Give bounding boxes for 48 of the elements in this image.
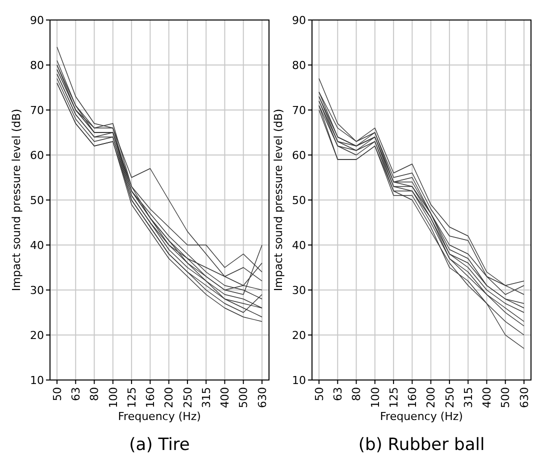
y-tick-label: 70 <box>30 104 44 117</box>
y-tick-label: 10 <box>30 374 44 387</box>
y-tick-label: 80 <box>292 58 306 72</box>
x-tick-label: 100 <box>368 387 382 408</box>
x-tick-label: 160 <box>144 387 158 408</box>
x-tick-label: 200 <box>162 387 176 408</box>
y-axis-title: Impact sound pressure level (dB) <box>10 108 23 292</box>
x-tick-label: 400 <box>218 387 232 408</box>
y-tick-label: 20 <box>30 328 44 342</box>
x-tick-label: 100 <box>106 387 120 408</box>
x-tick-label: 250 <box>443 387 456 408</box>
y-tick-label: 40 <box>30 238 44 252</box>
y-tick-label: 90 <box>30 14 44 27</box>
x-tick-label: 630 <box>256 387 269 408</box>
text: (b) Rubber ball <box>358 435 485 455</box>
x-tick-label: 63 <box>331 387 344 401</box>
y-tick-label: 40 <box>292 238 306 252</box>
text: (a) Tire <box>129 435 190 455</box>
y-axis-title: Impact sound pressure level (dB) <box>272 108 285 292</box>
x-tick-label: 160 <box>406 387 420 408</box>
x-tick-label: 500 <box>499 387 512 408</box>
y-tick-label: 10 <box>292 374 306 387</box>
x-tick-label: 63 <box>69 387 82 401</box>
x-axis-title: Frequency (Hz) <box>380 410 463 423</box>
y-tick-label: 60 <box>292 148 306 162</box>
x-tick-label: 80 <box>88 387 102 401</box>
x-tick-label: 400 <box>480 387 494 408</box>
y-tick-label: 30 <box>30 284 44 297</box>
x-tick-label: 250 <box>181 387 194 408</box>
x-tick-label: 50 <box>312 387 326 401</box>
y-tick-label: 90 <box>292 14 306 27</box>
y-tick-label: 70 <box>292 104 306 117</box>
x-tick-label: 315 <box>200 387 213 408</box>
x-tick-label: 125 <box>387 387 400 408</box>
y-tick-label: 50 <box>292 194 306 207</box>
x-tick-label: 630 <box>518 387 531 408</box>
x-tick-label: 50 <box>50 387 64 401</box>
x-tick-label: 80 <box>350 387 364 401</box>
y-tick-label: 80 <box>30 58 44 72</box>
x-tick-label: 315 <box>462 387 475 408</box>
y-tick-label: 50 <box>30 194 44 207</box>
x-tick-label: 500 <box>237 387 250 408</box>
x-tick-label: 125 <box>125 387 138 408</box>
x-axis-title: Frequency (Hz) <box>118 410 201 423</box>
y-tick-label: 30 <box>292 284 306 297</box>
y-tick-label: 20 <box>292 328 306 342</box>
x-tick-label: 200 <box>424 387 438 408</box>
y-tick-label: 60 <box>30 148 44 162</box>
